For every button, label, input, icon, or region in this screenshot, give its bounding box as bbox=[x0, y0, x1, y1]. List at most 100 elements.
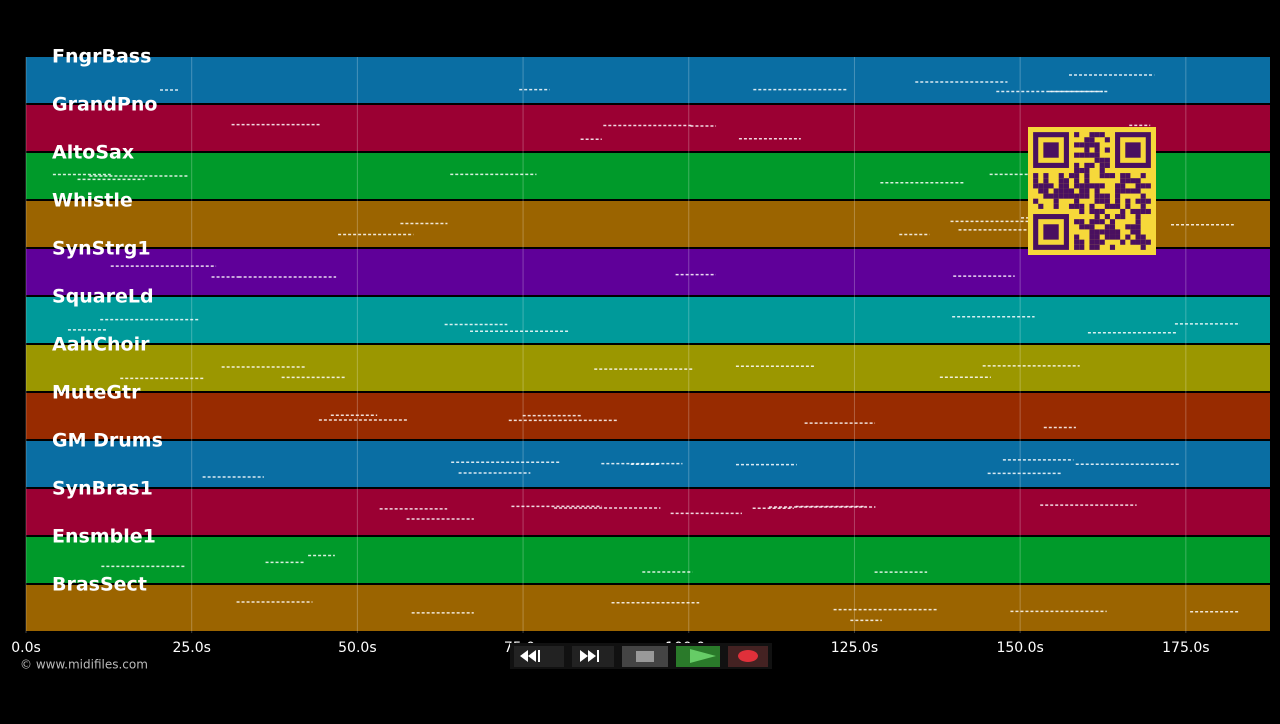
qr-module bbox=[1058, 193, 1064, 199]
qr-module bbox=[1084, 152, 1090, 158]
qr-module bbox=[1115, 193, 1121, 199]
qr-module bbox=[1140, 203, 1146, 209]
qr-module bbox=[1135, 214, 1141, 220]
qr-module bbox=[1099, 208, 1105, 215]
track-label: MuteGtr bbox=[52, 382, 141, 404]
qr-module bbox=[1140, 198, 1146, 204]
qr-module bbox=[1063, 188, 1069, 194]
qr-module bbox=[1053, 188, 1059, 194]
qr-module bbox=[1145, 239, 1151, 245]
qr-module bbox=[1120, 183, 1126, 189]
qr-module bbox=[1120, 214, 1126, 220]
qr-module bbox=[1109, 173, 1116, 179]
qr-module bbox=[1038, 188, 1044, 194]
qr-module bbox=[1043, 178, 1049, 184]
tick-label: 125.0s bbox=[831, 640, 878, 656]
qr-module bbox=[1135, 178, 1141, 184]
qr-module bbox=[1135, 188, 1141, 194]
qr-module bbox=[1079, 244, 1085, 250]
qr-module bbox=[1140, 239, 1146, 245]
qr-module bbox=[1038, 183, 1044, 189]
qr-finder bbox=[1043, 224, 1059, 240]
qr-module bbox=[1145, 198, 1151, 204]
qr-module bbox=[1089, 152, 1095, 158]
qr-module bbox=[1104, 137, 1110, 143]
stop-button[interactable] bbox=[622, 646, 668, 667]
qr-module bbox=[1068, 188, 1075, 194]
tick-label: 25.0s bbox=[172, 640, 210, 656]
qr-module bbox=[1120, 178, 1126, 184]
qr-module bbox=[1074, 167, 1080, 174]
qr-module bbox=[1099, 229, 1105, 235]
rewind-button[interactable] bbox=[514, 646, 564, 667]
forward-button[interactable] bbox=[572, 646, 614, 667]
qr-module bbox=[1104, 234, 1110, 240]
qr-module bbox=[1104, 193, 1110, 199]
qr-module bbox=[1089, 239, 1095, 245]
qr-module bbox=[1115, 203, 1121, 209]
qr-module bbox=[1089, 203, 1095, 209]
qr-module bbox=[1084, 162, 1090, 168]
qr-module bbox=[1099, 183, 1105, 189]
qr-module bbox=[1130, 208, 1136, 215]
qr-module bbox=[1089, 219, 1095, 225]
qr-module bbox=[1043, 193, 1049, 199]
qr-module bbox=[1084, 188, 1090, 194]
qr-module bbox=[1084, 147, 1090, 153]
play-button[interactable] bbox=[676, 646, 720, 667]
qr-module bbox=[1079, 208, 1085, 215]
qr-module bbox=[1125, 203, 1131, 209]
track-row bbox=[26, 489, 1270, 535]
qr-module bbox=[1094, 239, 1100, 245]
qr-module bbox=[1043, 188, 1049, 194]
qr-module bbox=[1089, 132, 1095, 138]
qr-module bbox=[1140, 234, 1146, 240]
qr-module bbox=[1094, 193, 1100, 199]
qr-module bbox=[1104, 157, 1110, 163]
qr-module bbox=[1099, 173, 1105, 179]
track-label: Ensmble1 bbox=[52, 526, 156, 548]
qr-module bbox=[1099, 157, 1105, 163]
qr-module bbox=[1063, 193, 1069, 199]
qr-module bbox=[1094, 234, 1100, 240]
qr-module bbox=[1104, 214, 1110, 220]
qr-module bbox=[1089, 224, 1095, 230]
qr-module bbox=[1120, 208, 1126, 215]
tick-label: 0.0s bbox=[11, 640, 41, 656]
qr-finder bbox=[1043, 142, 1059, 158]
qr-module bbox=[1079, 183, 1085, 189]
qr-module bbox=[1074, 142, 1080, 148]
qr-module bbox=[1115, 183, 1121, 189]
qr-module bbox=[1099, 162, 1105, 168]
qr-module bbox=[1104, 203, 1110, 209]
qr-module bbox=[1084, 137, 1090, 143]
qr-module bbox=[1079, 239, 1085, 245]
qr-module bbox=[1089, 234, 1095, 240]
qr-module bbox=[1089, 244, 1095, 250]
qr-module bbox=[1109, 229, 1116, 235]
record-button[interactable] bbox=[728, 646, 768, 667]
qr-module bbox=[1074, 239, 1080, 245]
qr-module bbox=[1048, 193, 1054, 199]
qr-module bbox=[1115, 198, 1121, 204]
qr-module bbox=[1089, 208, 1095, 215]
track-label: SquareLd bbox=[52, 286, 154, 308]
qr-module bbox=[1104, 173, 1110, 179]
qr-module bbox=[1079, 219, 1085, 225]
qr-module bbox=[1140, 183, 1146, 189]
qr-module bbox=[1094, 244, 1100, 250]
qr-module bbox=[1104, 229, 1110, 235]
qr-module bbox=[1084, 193, 1090, 199]
qr-module bbox=[1140, 193, 1146, 199]
track-row bbox=[26, 297, 1270, 343]
qr-module bbox=[1058, 183, 1064, 189]
qr-module bbox=[1033, 183, 1039, 189]
qr-module bbox=[1120, 188, 1126, 194]
qr-module bbox=[1120, 239, 1126, 245]
qr-module bbox=[1099, 219, 1105, 225]
track-row bbox=[26, 393, 1270, 439]
qr-module bbox=[1084, 173, 1090, 179]
qr-module bbox=[1089, 142, 1095, 148]
qr-module bbox=[1063, 183, 1069, 189]
